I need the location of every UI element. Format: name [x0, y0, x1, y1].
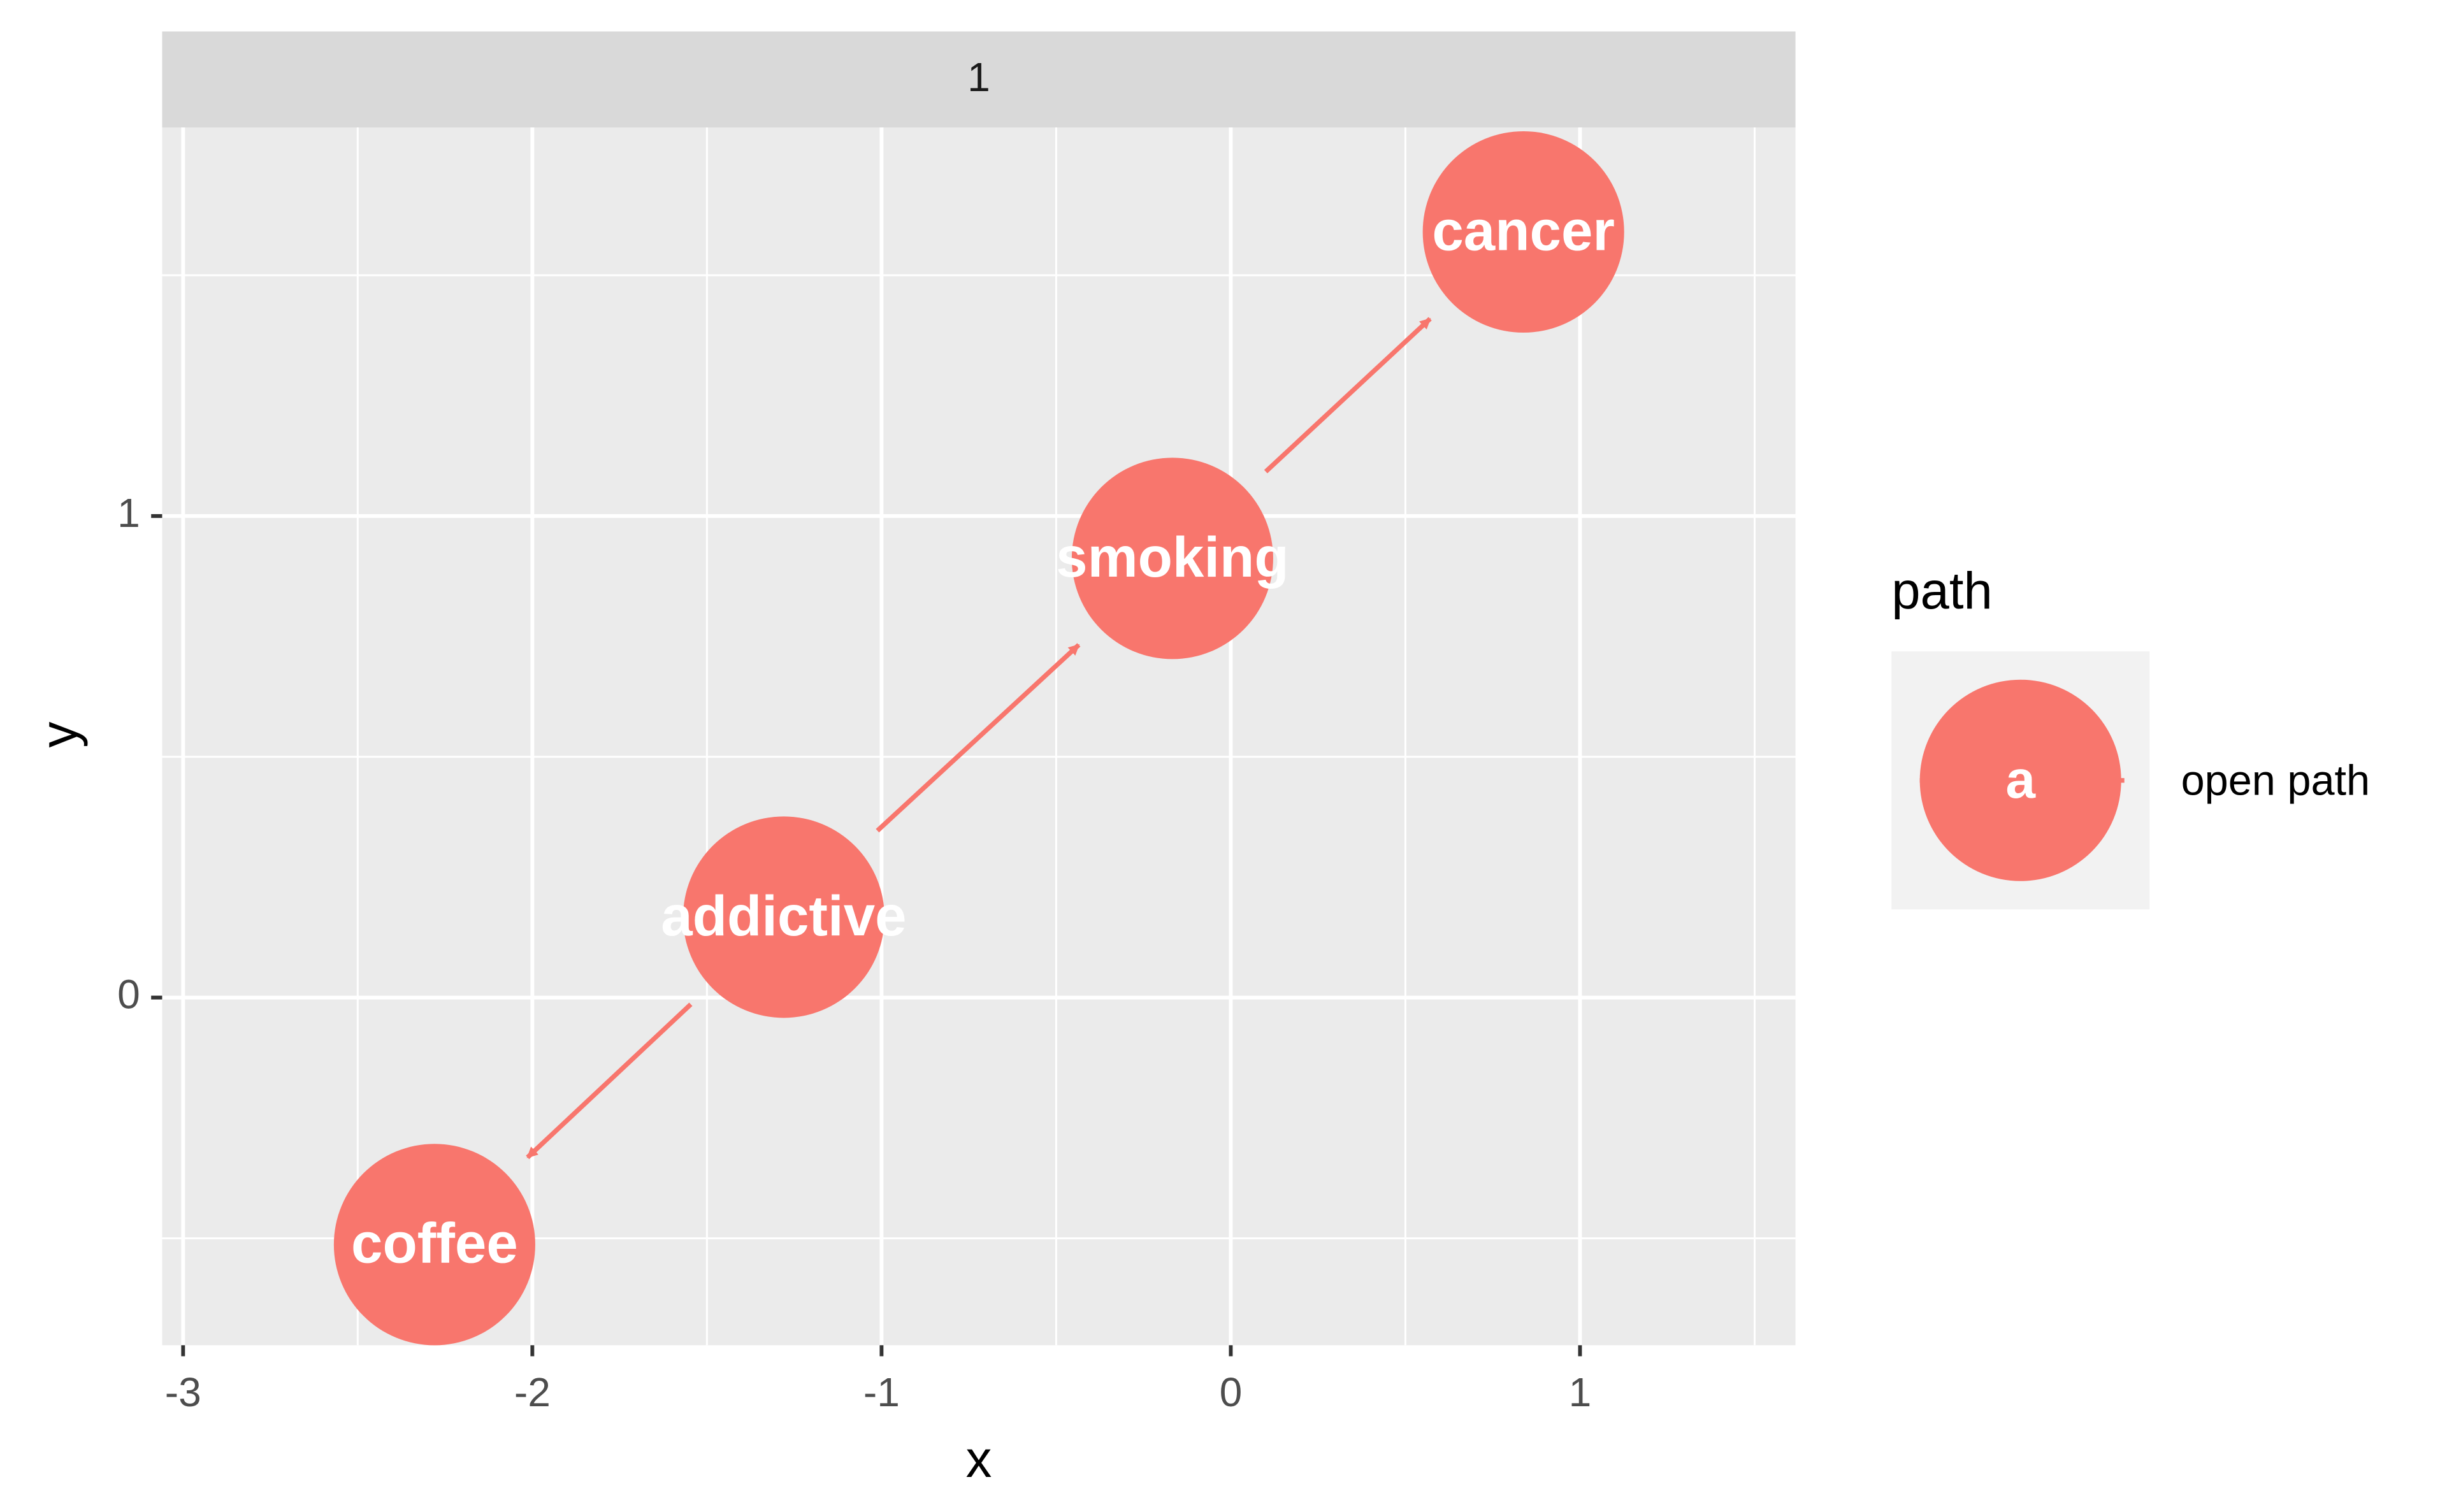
legend-title: path: [1891, 562, 1993, 620]
x-axis-label: x: [966, 1430, 992, 1488]
node: [1071, 457, 1273, 659]
strip-label: 1: [967, 54, 990, 100]
y-tick-label: 1: [117, 490, 140, 536]
edge: [1264, 317, 1432, 473]
edge: [526, 1002, 693, 1160]
node: [682, 816, 884, 1018]
legend-key-node: [1919, 679, 2121, 881]
x-tick-label: -1: [863, 1369, 900, 1415]
node-label: addictive: [661, 884, 906, 947]
x-tick-label: 0: [1220, 1369, 1243, 1415]
y-axis-label: y: [30, 722, 88, 748]
node-label: smoking: [1056, 526, 1288, 589]
node: [333, 1144, 535, 1346]
legend-key-text: a: [2005, 749, 2036, 809]
node: [1422, 131, 1624, 333]
x-tick-label: -3: [165, 1369, 201, 1415]
x-tick-label: -2: [514, 1369, 551, 1415]
facet-strip: [162, 31, 1796, 128]
legend-label: open path: [2181, 757, 2371, 804]
node-label: coffee: [351, 1212, 518, 1275]
edge: [876, 643, 1081, 833]
x-tick-label: 1: [1569, 1369, 1592, 1415]
y-tick-label: 0: [117, 972, 140, 1018]
node-label: cancer: [1432, 199, 1615, 262]
